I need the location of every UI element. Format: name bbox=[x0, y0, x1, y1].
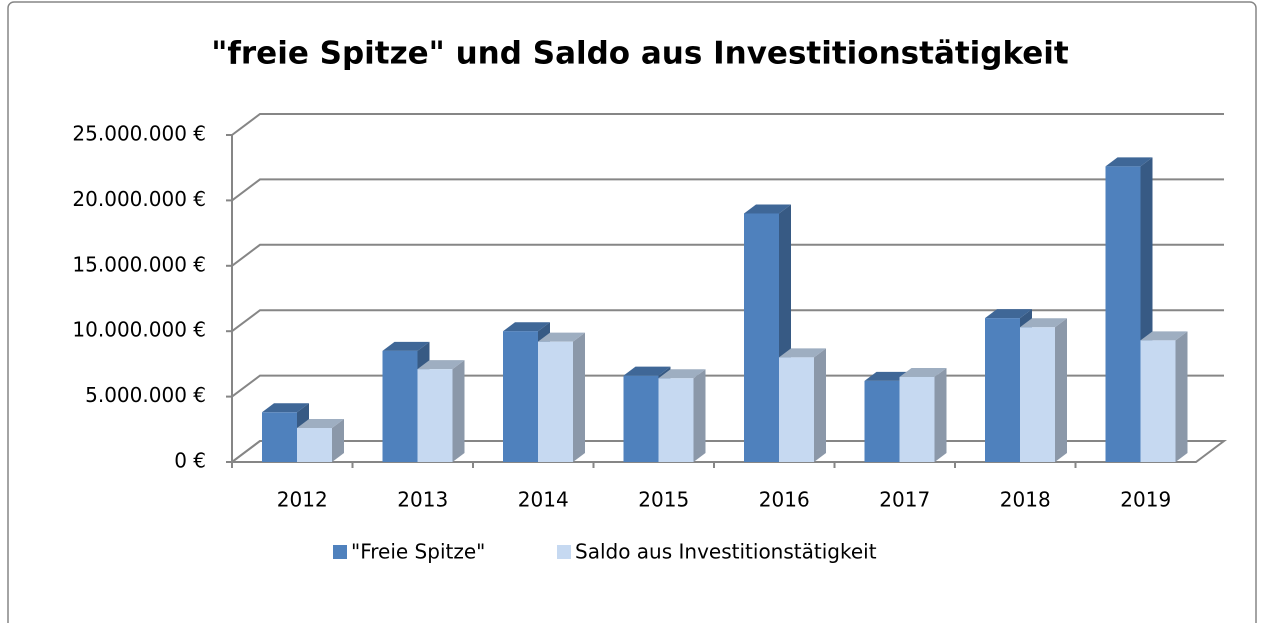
x-tick-label: 2019 bbox=[1120, 488, 1171, 512]
x-tick-label: 2014 bbox=[518, 488, 569, 512]
bar-top bbox=[985, 309, 1032, 319]
x-tick-label: 2018 bbox=[1000, 488, 1051, 512]
bar-side bbox=[452, 360, 465, 462]
bar bbox=[985, 318, 1020, 462]
bar-side bbox=[934, 367, 947, 462]
bar bbox=[779, 357, 814, 462]
legend-swatch bbox=[333, 545, 347, 559]
bar-side bbox=[693, 369, 706, 462]
bar bbox=[503, 331, 538, 462]
bar-side bbox=[573, 332, 585, 462]
bar bbox=[382, 350, 418, 462]
bar bbox=[658, 378, 694, 462]
bar-top bbox=[262, 403, 309, 413]
bar-top bbox=[382, 341, 430, 351]
y-tick-label: 20.000.000 € bbox=[72, 187, 206, 211]
legend-label: "Freie Spitze" bbox=[351, 540, 485, 564]
bar bbox=[744, 213, 779, 462]
bar bbox=[864, 380, 900, 462]
bar bbox=[899, 376, 935, 462]
bar bbox=[1140, 340, 1176, 462]
y-tick-label: 10.000.000 € bbox=[72, 318, 206, 342]
bar-top bbox=[779, 348, 826, 358]
bar-top bbox=[623, 366, 671, 376]
chart-border bbox=[7, 1, 1257, 627]
bar bbox=[1020, 327, 1055, 462]
bar-side bbox=[332, 418, 344, 462]
y-tick-label: 15.000.000 € bbox=[72, 252, 206, 276]
bar-side bbox=[1055, 318, 1067, 462]
x-tick-label: 2012 bbox=[277, 488, 328, 512]
y-tick-label: 5.000.000 € bbox=[85, 383, 206, 407]
bar bbox=[1105, 166, 1141, 462]
x-tick-label: 2015 bbox=[638, 488, 689, 512]
x-tick-label: 2016 bbox=[759, 488, 810, 512]
bar-top bbox=[1140, 331, 1188, 341]
bar-top bbox=[899, 367, 947, 377]
bar-top bbox=[297, 418, 344, 428]
bar-top bbox=[538, 332, 585, 342]
bar bbox=[417, 369, 453, 462]
bar-top bbox=[1020, 318, 1067, 328]
bar-side bbox=[814, 348, 826, 462]
grid-line bbox=[231, 178, 1224, 202]
legend-label: Saldo aus Investitionstätigkeit bbox=[575, 540, 877, 564]
bar-top bbox=[1105, 157, 1153, 167]
grid-line bbox=[231, 309, 1224, 332]
bar bbox=[538, 341, 573, 462]
grid-line bbox=[231, 243, 1224, 267]
x-tick-label: 2013 bbox=[397, 488, 448, 512]
bar bbox=[297, 427, 332, 462]
bar-top bbox=[503, 322, 550, 332]
chart-title: "freie Spitze" und Saldo aus Investition… bbox=[211, 36, 1069, 72]
legend-swatch bbox=[557, 545, 571, 559]
y-tick-label: 0 € bbox=[174, 449, 206, 473]
bar-top bbox=[658, 369, 706, 379]
bar-side bbox=[1175, 331, 1188, 462]
grid-line bbox=[231, 113, 1224, 136]
x-tick-label: 2017 bbox=[879, 488, 930, 512]
bar bbox=[262, 412, 297, 462]
y-tick-label: 25.000.000 € bbox=[72, 122, 206, 146]
bar bbox=[623, 375, 659, 462]
bar-top bbox=[417, 360, 465, 370]
bar-top bbox=[744, 204, 791, 214]
